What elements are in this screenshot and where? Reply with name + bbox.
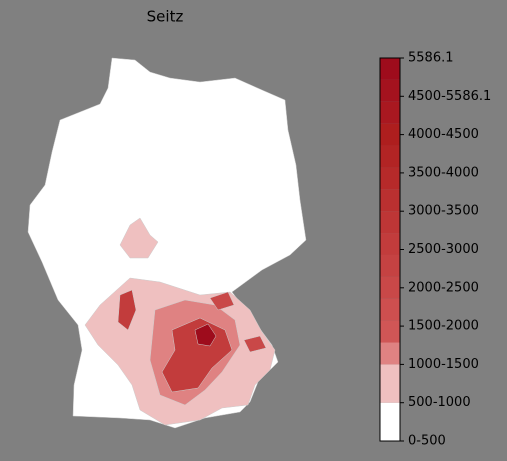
colorbar-segment	[380, 342, 400, 365]
colorbar-tick-label: 2000-2500	[408, 280, 479, 295]
colorbar-tick-label: 1500-2000	[408, 319, 479, 334]
colorbar-tick-label: 3000-3500	[408, 204, 479, 219]
colorbar-segment	[380, 123, 400, 146]
colorbar-segment	[380, 364, 400, 403]
germany-map	[27, 57, 307, 429]
colorbar-segment	[380, 145, 400, 168]
region-darkest	[194, 323, 217, 347]
region-red-west	[117, 289, 137, 331]
colorbar-segment	[380, 276, 400, 299]
colorbar-tick-label: 1000-1500	[408, 357, 479, 372]
colorbar-segment	[380, 167, 400, 190]
region-red-east	[209, 291, 267, 353]
colorbar-tick-label: 4500-5586.1	[408, 89, 491, 104]
colorbar: 0-500 500-1000 1000-1500 1500-2000 2000-2500…	[380, 51, 491, 449]
colorbar-segment	[380, 320, 400, 343]
colorbar-tick-label: 3500-4000	[408, 165, 479, 180]
colorbar-segment	[380, 58, 400, 80]
map-title: Seitz	[147, 8, 184, 26]
colorbar-frame	[379, 57, 401, 442]
colorbar-segment	[380, 211, 400, 234]
colorbar-tick-label: 4000-4500	[408, 127, 479, 142]
colorbar-segment	[380, 101, 400, 124]
region-light-north	[119, 217, 159, 259]
colorbar-segment	[380, 402, 400, 441]
colorbar-tick-label: 5586.1	[408, 51, 454, 66]
colorbar-segment	[380, 254, 400, 277]
colorbar-tick-label: 500-1000	[408, 395, 471, 410]
colorbar-segment	[380, 233, 400, 255]
colorbar-tick-label: 2500-3000	[408, 242, 479, 257]
colorbar-segment	[380, 189, 400, 212]
colorbar-segment	[380, 79, 400, 102]
colorbar-segment	[380, 298, 400, 321]
colorbar-tick-label: 0-500	[408, 434, 446, 449]
